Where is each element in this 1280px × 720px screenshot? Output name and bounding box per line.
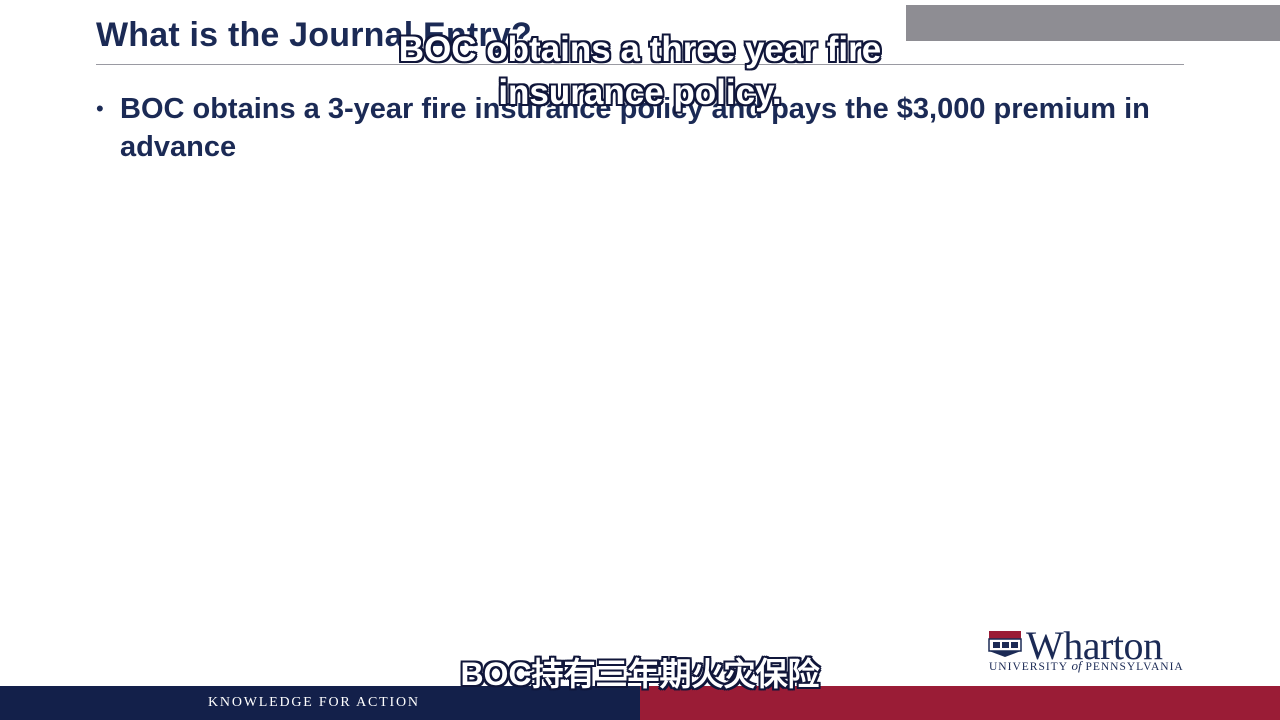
logo-university-of: of bbox=[1071, 658, 1082, 673]
bullet-marker: • bbox=[96, 96, 104, 121]
footer-red-band bbox=[640, 686, 1280, 720]
wharton-logo: Wharton UNIVERSITY of PENNSYLVANIA bbox=[988, 623, 1192, 674]
shield-icon bbox=[988, 631, 1022, 657]
title-divider bbox=[96, 64, 1184, 65]
english-subtitle: BOC obtains a three year fire insurance … bbox=[398, 30, 882, 112]
footer-navy-band: KNOWLEDGE FOR ACTION bbox=[0, 686, 640, 720]
slide-title: What is the Journal Entry? bbox=[96, 16, 532, 54]
gray-overlay-box bbox=[906, 5, 1280, 41]
chinese-subtitle: BOC持有三年期火灾保险 bbox=[460, 656, 820, 692]
logo-university-prefix: UNIVERSITY bbox=[989, 661, 1068, 673]
footer-tagline: KNOWLEDGE FOR ACTION bbox=[208, 695, 420, 710]
logo-university: UNIVERSITY of PENNSYLVANIA bbox=[989, 658, 1184, 674]
bullet-text: BOC obtains a 3-year fire insurance poli… bbox=[120, 93, 1150, 163]
logo-name: Wharton bbox=[1026, 623, 1163, 668]
logo-university-suffix: PENNSYLVANIA bbox=[1085, 661, 1184, 673]
bullet-item: • BOC obtains a 3-year fire insurance po… bbox=[96, 90, 1156, 166]
